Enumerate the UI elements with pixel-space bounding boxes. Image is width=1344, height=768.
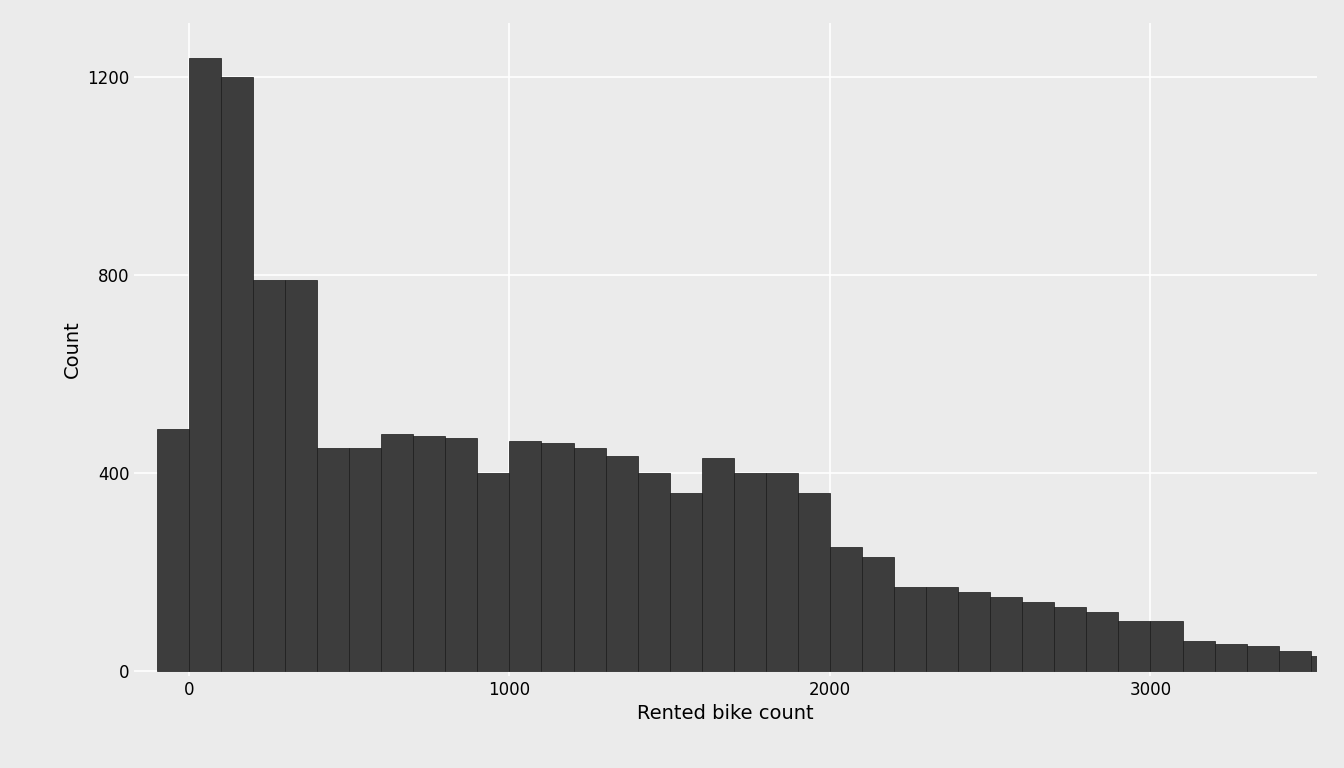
Bar xyxy=(1310,656,1343,671)
Bar xyxy=(509,441,542,671)
Bar xyxy=(766,473,798,671)
Bar xyxy=(637,473,669,671)
Bar xyxy=(734,473,766,671)
Bar xyxy=(445,439,477,671)
Bar xyxy=(190,58,220,671)
Bar xyxy=(798,493,831,671)
Bar xyxy=(1118,621,1150,671)
Bar xyxy=(477,473,509,671)
Bar xyxy=(606,455,637,671)
Bar xyxy=(1247,646,1278,671)
Bar xyxy=(574,449,606,671)
Bar xyxy=(542,443,574,671)
Bar xyxy=(1278,651,1310,671)
Bar xyxy=(862,557,894,671)
Bar xyxy=(1023,601,1054,671)
Bar xyxy=(926,587,958,671)
Bar xyxy=(1183,641,1215,671)
Bar xyxy=(349,449,382,671)
Bar xyxy=(1215,644,1247,671)
Bar xyxy=(831,548,862,671)
Y-axis label: Count: Count xyxy=(63,320,82,379)
Bar xyxy=(253,280,285,671)
Bar xyxy=(991,597,1023,671)
Bar xyxy=(1086,611,1118,671)
Bar xyxy=(157,429,190,671)
Bar xyxy=(413,436,445,671)
Bar xyxy=(894,587,926,671)
Bar xyxy=(220,78,253,671)
Bar xyxy=(702,458,734,671)
Bar xyxy=(382,433,413,671)
Bar xyxy=(317,449,349,671)
Bar xyxy=(1054,607,1086,671)
Bar xyxy=(669,493,702,671)
Bar xyxy=(958,592,991,671)
X-axis label: Rented bike count: Rented bike count xyxy=(637,704,814,723)
Bar xyxy=(1150,621,1183,671)
Bar xyxy=(285,280,317,671)
